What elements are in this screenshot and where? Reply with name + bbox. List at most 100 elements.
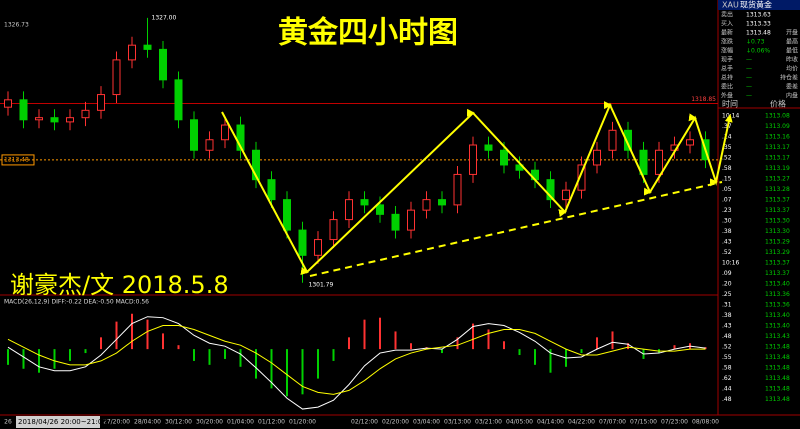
candle-body [174, 79, 183, 121]
quote-value: ↓0.73 [746, 39, 765, 46]
quote-label: 涨幅 [721, 47, 733, 55]
x-tick-label: 04/14:00 [537, 419, 564, 426]
candle-body [376, 204, 384, 215]
tick-price: 1313.48 [765, 344, 790, 351]
quote-value: — [746, 57, 752, 64]
candle-body [4, 99, 12, 108]
tick-price: 1313.30 [765, 218, 790, 225]
chart-title: 黄金四小时图 [278, 16, 458, 51]
x-tick-label: 02/12:00 [351, 419, 378, 426]
tick-price: 1313.36 [765, 302, 790, 309]
tick-price: 1313.37 [765, 270, 790, 277]
tick-price: 1313.29 [765, 239, 790, 246]
candle-body [50, 117, 59, 123]
tick-price: 1313.48 [765, 365, 790, 372]
x-tick-label: 07/15:00 [630, 419, 657, 426]
x-tick-label: 01/12:00 [258, 419, 285, 426]
candle-body [143, 44, 152, 50]
quote-label2: 内盘 [786, 92, 798, 100]
candle-body [407, 209, 415, 231]
x-tick-label: 28/04:00 [134, 419, 161, 426]
quote-value: 1313.48 [746, 30, 771, 37]
candle-body [283, 199, 291, 231]
ref-label: 1318.85 [691, 96, 716, 103]
candle-body [221, 124, 229, 141]
tick-price: 1313.37 [765, 197, 790, 204]
quote-label: 总手 [721, 65, 733, 73]
x-tick-label: 03/13:00 [444, 419, 471, 426]
x-tick-label: 04/05:00 [506, 419, 533, 426]
tick-time: .31 [722, 302, 732, 309]
tick-price: 1313.36 [765, 291, 790, 298]
low-label: 1301.79 [309, 281, 334, 288]
candle-body [81, 109, 90, 119]
candle-body [97, 94, 105, 111]
candle-body [593, 149, 601, 166]
quote-label2: 最低 [786, 47, 798, 55]
quote-value: — [746, 93, 752, 100]
quote-label2: 最高 [786, 38, 798, 46]
tick-price: 1313.48 [765, 386, 790, 393]
quote-label: 卖出 [721, 11, 733, 19]
tick-time: .38 [722, 228, 732, 235]
candle-body [190, 119, 198, 151]
candle-body [159, 48, 167, 81]
symbol-name: 现货黄金 [740, 0, 772, 10]
tick-price: 1313.40 [765, 312, 790, 319]
candle-body [608, 129, 617, 151]
high-label: 1327.00 [152, 14, 177, 21]
macd-label: MACD(26,12,9) DIFF:-0.22 DEA:-0.50 MACD:… [4, 299, 149, 306]
candle-body [422, 199, 431, 211]
tick-price: 1313.28 [765, 186, 790, 193]
tick-price: 1313.16 [765, 134, 790, 141]
tick-time: .38 [722, 312, 732, 319]
quote-label: 外盘 [721, 92, 733, 100]
tick-time: .52 [722, 155, 732, 162]
candle-body [66, 117, 74, 123]
tick-time: .07 [722, 197, 732, 204]
x-tick-label: 30/20:00 [196, 419, 223, 426]
tick-time: .44 [722, 386, 732, 393]
candle-body [252, 149, 260, 181]
quote-label2: 持仓差 [780, 74, 798, 82]
tick-time: .30 [722, 218, 732, 225]
quote-header [718, 0, 800, 10]
candle-body [298, 229, 307, 256]
macd-dea [7, 325, 706, 395]
cursor-time: 2018/04/26 20:00~21:00 [18, 418, 107, 426]
tick-time: .55 [722, 354, 732, 361]
x-tick-label: 07/23:00 [661, 419, 688, 426]
x-tick-label: 07/07:00 [599, 419, 626, 426]
tick-time: .05 [722, 186, 732, 193]
tick-time: .43 [722, 239, 732, 246]
tick-time: .58 [722, 365, 732, 372]
tick-price: 1313.48 [765, 396, 790, 403]
x-tick-label: 08/08:00 [692, 419, 719, 426]
candle-body [438, 199, 446, 206]
tick-time: .09 [722, 270, 732, 277]
tick-price: 1313.17 [765, 144, 790, 151]
cursor-box [16, 416, 100, 428]
tick-price: 1313.48 [765, 354, 790, 361]
tick-time: .48 [722, 333, 732, 340]
quote-value: 1313.63 [746, 12, 771, 19]
tick-time: .52 [722, 344, 732, 351]
tick-price: 1313.43 [765, 333, 790, 340]
candle-body [128, 44, 136, 61]
annotation: 谢豪杰/文 2018.5.8 [10, 271, 229, 299]
tick-time: 10:14 [722, 113, 739, 120]
candle-body [314, 239, 322, 256]
symbol: XAU [722, 1, 739, 10]
candle-body [562, 189, 570, 201]
tick-price: 1313.37 [765, 260, 790, 267]
candle-body [484, 144, 493, 151]
trend-line [309, 181, 723, 277]
candle-body [236, 124, 245, 151]
quote-label: 买入 [721, 20, 733, 28]
tick-price: 1313.40 [765, 281, 790, 288]
x-tick-label: 04/22:00 [568, 419, 595, 426]
tick-price: 1313.48 [765, 375, 790, 382]
x-tick-label: 27/20:00 [103, 419, 130, 426]
tick-price: 1313.19 [765, 165, 790, 172]
